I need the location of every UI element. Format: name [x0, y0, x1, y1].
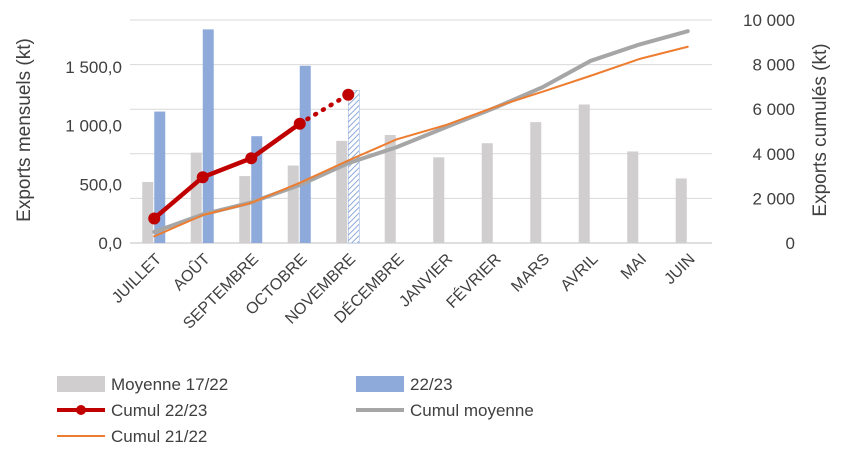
- line-cumul-2223-marker: [293, 117, 306, 130]
- y2-axis-title: Exports cumulés (kt): [810, 43, 831, 216]
- y-tick-label: 1 500,0: [65, 58, 122, 77]
- legend-item-cumul-2122: Cumul 21/22: [57, 427, 207, 446]
- bars-layer: [142, 29, 687, 244]
- bar-moyenne: [287, 165, 299, 243]
- line-cumul-2223: [152, 121, 302, 221]
- right-axis-ticks: 0 2 000 4 000 6 000 8 000 10 000: [743, 11, 795, 253]
- legend-item-cumul-2223: Cumul 22/23: [57, 401, 207, 420]
- legend-swatch-2223: [356, 376, 404, 392]
- left-axis-ticks: 0,0 500,0 1 000,0 1 500,0: [65, 58, 122, 253]
- y2-tick-label: 8 000: [752, 56, 795, 75]
- bar-2223: [251, 136, 263, 243]
- y-axis-title: Exports mensuels (kt): [14, 38, 35, 222]
- bar-moyenne: [578, 104, 590, 243]
- y2-tick-label: 2 000: [752, 189, 795, 208]
- bar-moyenne: [481, 143, 493, 243]
- x-tick-label: AVRIL: [558, 251, 602, 295]
- y2-tick-label: 10 000: [743, 11, 795, 30]
- legend-label-moyenne: Moyenne 17/22: [111, 375, 228, 394]
- x-tick-label: AOÛT: [169, 249, 214, 294]
- line-cumul-2223-marker: [245, 152, 258, 165]
- bar-2223: [202, 29, 214, 244]
- legend-item-moyenne: Moyenne 17/22: [57, 375, 228, 394]
- lines-layer: [148, 29, 690, 238]
- bar-moyenne: [239, 176, 251, 243]
- legend: Moyenne 17/22 22/23 Cumul 22/23 Cumul mo…: [57, 375, 534, 446]
- line-cumul-2122: [153, 45, 689, 238]
- legend-label-cumul-2223: Cumul 22/23: [111, 401, 207, 420]
- line-cumul-2223-dotted: [297, 92, 351, 126]
- y2-tick-label: 6 000: [752, 100, 795, 119]
- bar-moyenne: [530, 122, 542, 243]
- bar-moyenne: [384, 135, 396, 243]
- legend-item-cumul-moyenne: Cumul moyenne: [356, 401, 534, 420]
- line-cumul-2223-marker: [196, 171, 209, 184]
- x-tick-label: MARS: [508, 251, 553, 296]
- gridlines: [130, 19, 712, 244]
- legend-label-cumul-moyenne: Cumul moyenne: [410, 401, 534, 420]
- bar-2223: [299, 65, 311, 243]
- bar-moyenne: [627, 151, 639, 243]
- legend-item-2223: 22/23: [356, 375, 453, 394]
- y-tick-label: 0,0: [98, 234, 122, 253]
- x-axis-ticks: JUILLET AOÛTSEPTEMBREOCTOBRENOVEMBREDÉCEM…: [109, 249, 699, 332]
- line-cumul-2223-marker: [342, 88, 355, 101]
- bar-moyenne: [142, 181, 154, 243]
- bar-moyenne: [190, 152, 202, 243]
- bar-2223: [154, 111, 166, 244]
- y-tick-label: 1 000,0: [65, 117, 122, 136]
- x-tick-label: JUIN: [661, 251, 698, 288]
- legend-marker-cumul-2223: [76, 405, 86, 415]
- y-tick-label: 500,0: [79, 175, 122, 194]
- bar-moyenne: [336, 140, 348, 243]
- bar-moyenne: [675, 178, 687, 243]
- bar-moyenne: [433, 157, 445, 243]
- legend-label-cumul-2122: Cumul 21/22: [111, 427, 207, 446]
- y2-tick-label: 0: [786, 234, 795, 253]
- x-tick-label: MAI: [618, 251, 650, 283]
- bar-2223: [348, 90, 360, 244]
- line-cumul-2223-marker: [148, 212, 161, 225]
- x-tick-label: JUILLET: [109, 251, 165, 307]
- legend-label-2223: 22/23: [410, 375, 453, 394]
- legend-swatch-moyenne: [57, 376, 105, 392]
- y2-tick-label: 4 000: [752, 145, 795, 164]
